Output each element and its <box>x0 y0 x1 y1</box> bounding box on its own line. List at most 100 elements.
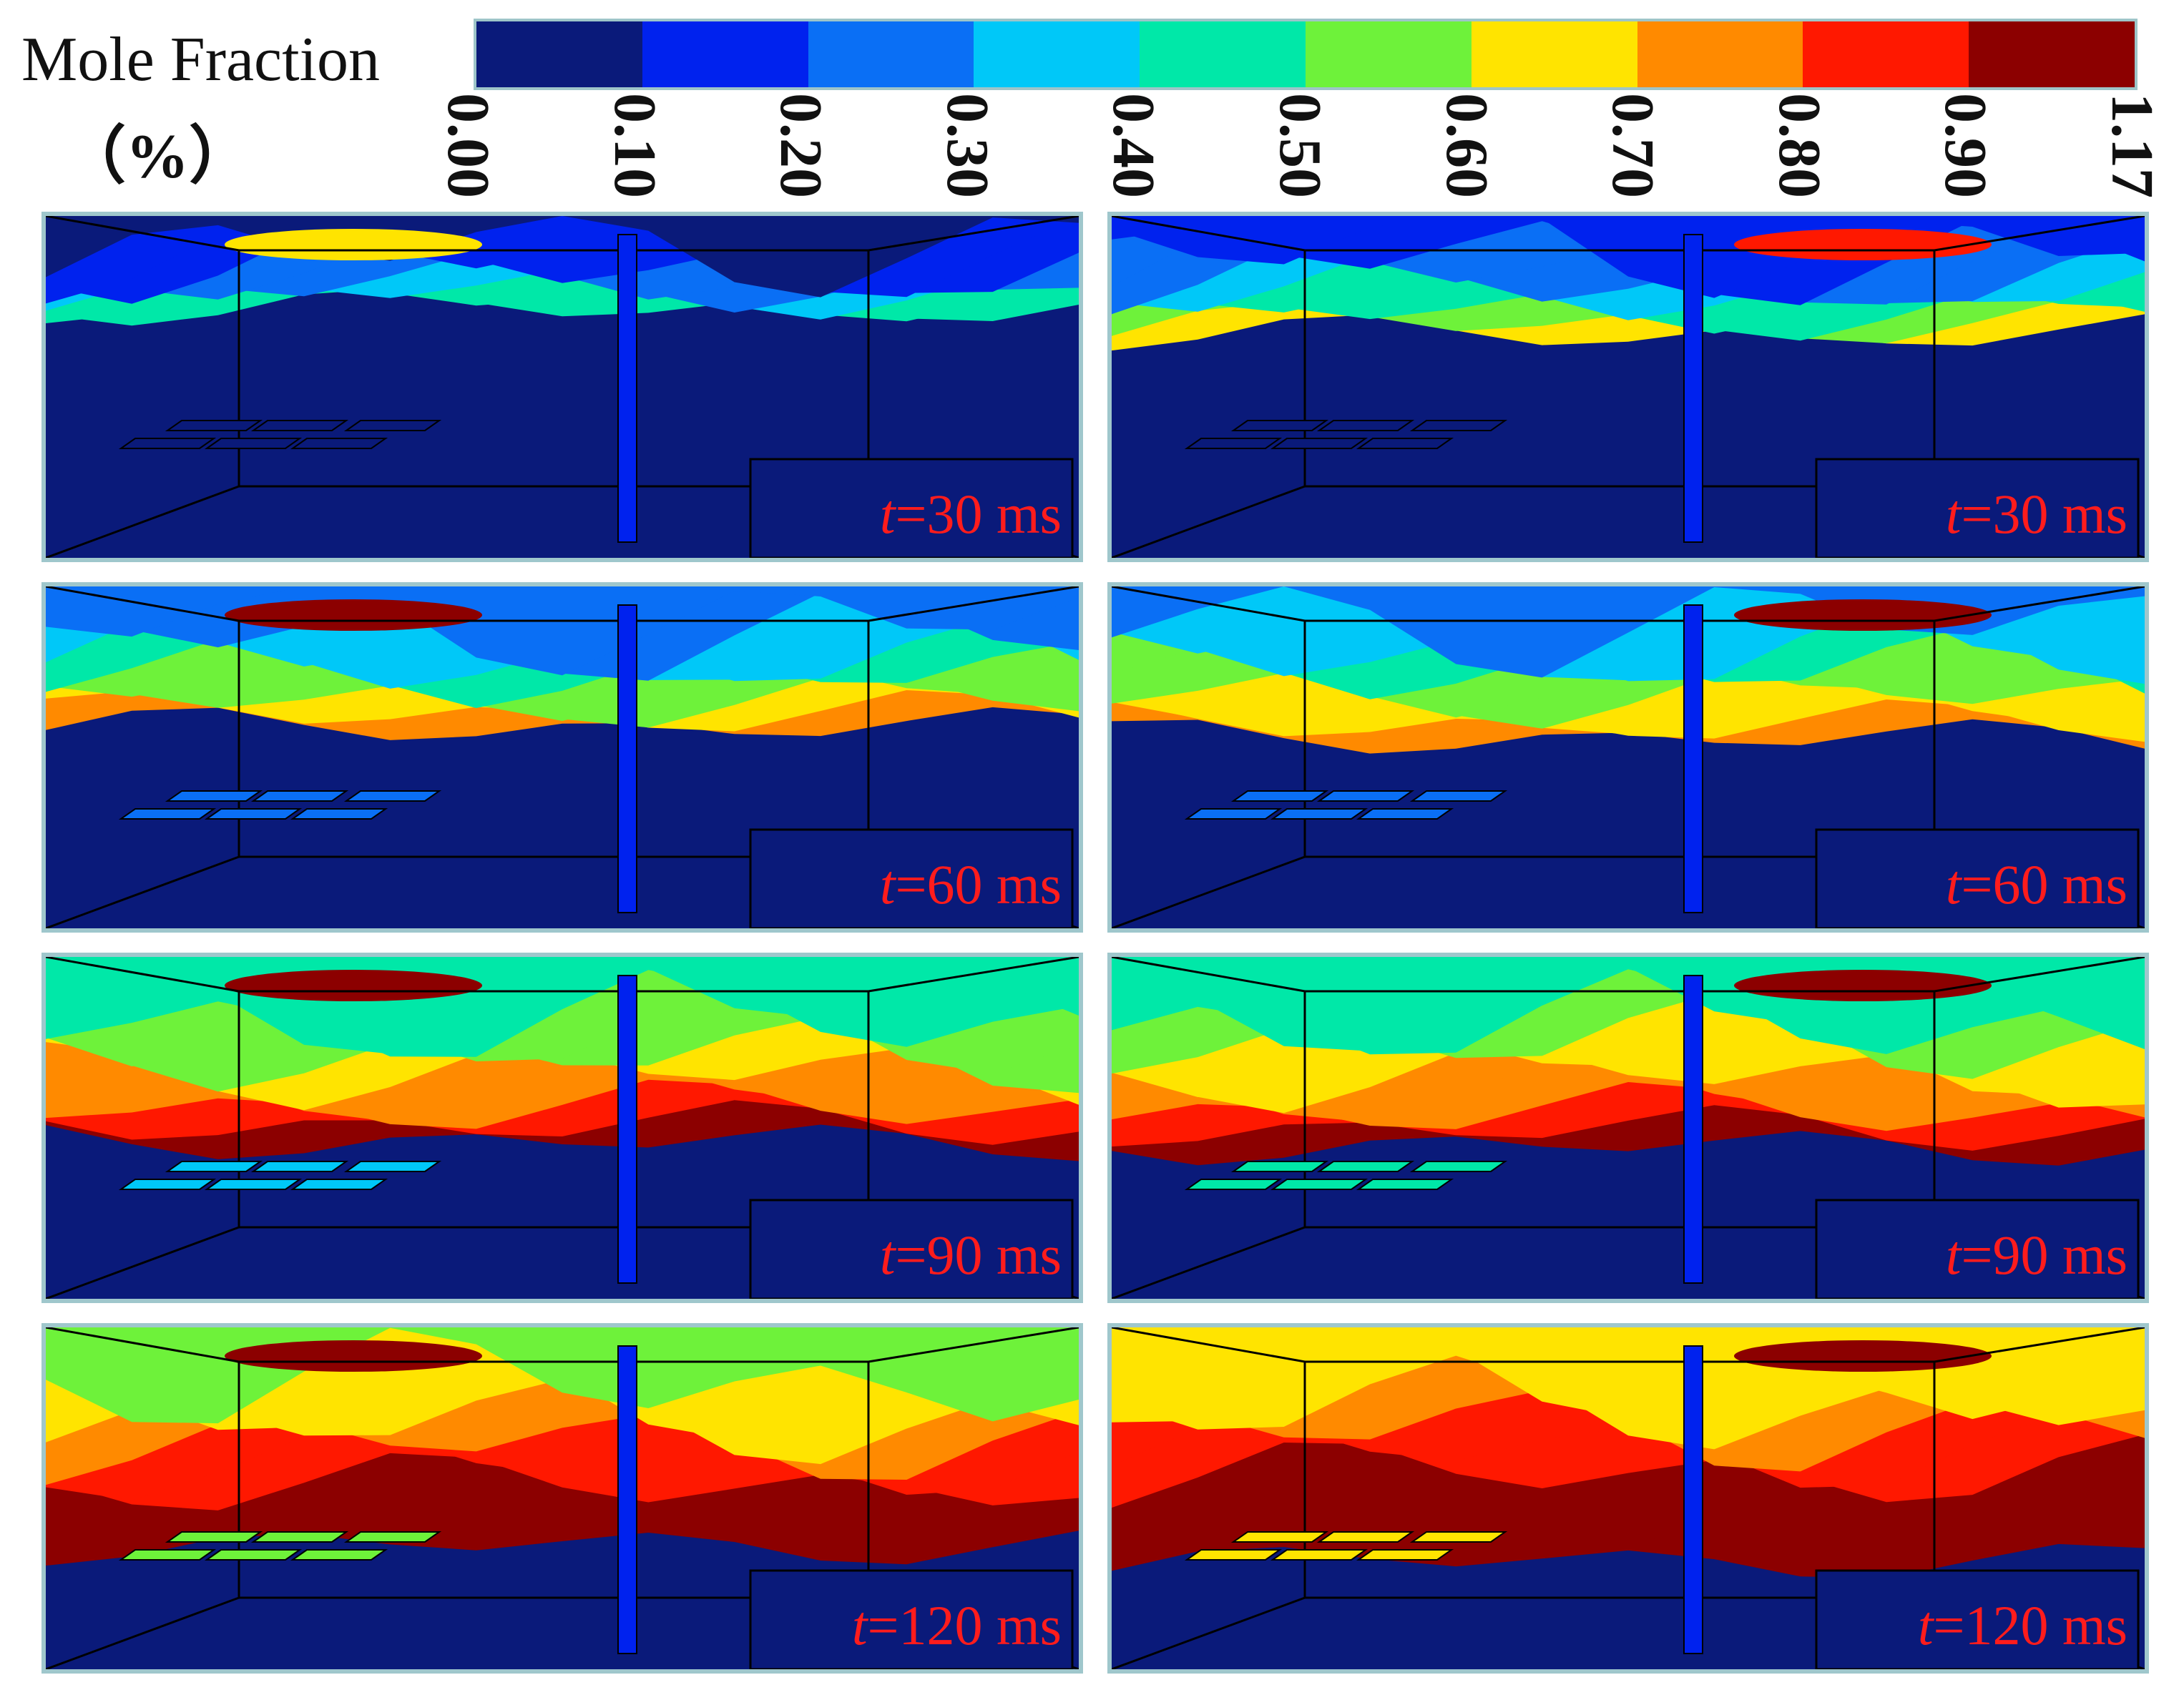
room-edge <box>238 250 870 488</box>
desk <box>1409 1161 1508 1172</box>
concentration-core <box>225 1340 482 1372</box>
time-value: =90 ms <box>1961 1224 2127 1286</box>
time-variable: t <box>1945 483 1962 545</box>
room-edge <box>46 855 240 928</box>
time-variable: t <box>879 853 896 915</box>
contour-panel: t=60 ms <box>41 582 1083 933</box>
contour-band <box>46 586 1079 676</box>
time-value: =30 ms <box>1961 483 2127 545</box>
desk <box>1184 808 1283 820</box>
colorbar-tick-label: 0.60 <box>1433 93 1500 198</box>
room-edge <box>1112 957 2145 993</box>
time-value: =120 ms <box>867 1594 1062 1656</box>
time-label: t=60 ms <box>1946 857 2127 913</box>
desk <box>1356 808 1454 820</box>
time-variable: t <box>879 483 896 545</box>
colorbar-segment <box>1969 21 2135 87</box>
desk <box>204 1179 303 1190</box>
contour-panel: t=30 ms <box>1107 212 2149 562</box>
desk <box>290 438 388 449</box>
contour-plot <box>46 586 1079 928</box>
contour-plot <box>46 957 1079 1299</box>
desk <box>1270 808 1368 820</box>
desk <box>1270 1549 1368 1561</box>
contour-panel: t=120 ms <box>1107 1323 2149 1674</box>
room-edge <box>1112 485 1306 558</box>
partition-wall <box>617 604 637 913</box>
colorbar-tick-label: 0.10 <box>601 93 668 198</box>
room-edge <box>1112 216 2145 252</box>
front-block <box>1815 1569 2140 1669</box>
room-edge <box>1303 250 1936 488</box>
time-label: t=30 ms <box>880 486 1062 542</box>
concentration-core <box>225 599 482 631</box>
partition-wall <box>617 1345 637 1654</box>
colorbar-segment <box>1803 21 1969 87</box>
contour-panel: t=60 ms <box>1107 582 2149 933</box>
desk <box>118 1179 217 1190</box>
desk <box>1270 438 1368 449</box>
desk <box>1184 1179 1283 1190</box>
concentration-core <box>1734 599 1992 631</box>
colorbar-segment <box>1305 21 1471 87</box>
time-variable: t <box>1917 1594 1934 1656</box>
colorbar-segment <box>642 21 808 87</box>
desk <box>290 1179 388 1190</box>
time-variable: t <box>879 1224 896 1286</box>
colorbar-tick-label: 0.50 <box>1267 93 1333 198</box>
colorbar-tick-label: 0.40 <box>1100 93 1167 198</box>
time-value: =120 ms <box>1933 1594 2127 1656</box>
desk <box>165 1531 263 1543</box>
partition-wall <box>1683 604 1703 913</box>
desk <box>290 808 388 820</box>
desk <box>118 808 217 820</box>
time-label: t=120 ms <box>852 1598 1062 1654</box>
time-value: =30 ms <box>895 483 1062 545</box>
contour-plot <box>1112 957 2145 1299</box>
desk <box>1316 420 1415 431</box>
desk <box>1409 790 1508 802</box>
colorbar <box>474 19 2138 90</box>
colorbar-segment <box>1637 21 1803 87</box>
contour-plot <box>1112 586 2145 928</box>
contour-plot <box>46 1327 1079 1669</box>
front-block <box>749 1569 1074 1669</box>
colorbar-segment <box>808 21 974 87</box>
desk <box>1230 1531 1329 1543</box>
time-label: t=30 ms <box>1946 486 2127 542</box>
contour-panel: t=30 ms <box>41 212 1083 562</box>
desk <box>1356 1179 1454 1190</box>
room-edge <box>1303 1362 1936 1599</box>
time-label: t=90 ms <box>1946 1227 2127 1283</box>
desk <box>1316 1161 1415 1172</box>
desk <box>1184 1549 1283 1561</box>
front-block <box>749 458 1074 558</box>
front-block <box>749 1199 1074 1299</box>
partition-wall <box>1683 234 1703 543</box>
contour-band <box>1112 216 2145 298</box>
partition-wall <box>617 975 637 1284</box>
desk <box>1409 420 1508 431</box>
desk <box>1184 438 1283 449</box>
contour-panel: t=90 ms <box>1107 953 2149 1303</box>
room-edge <box>1303 991 1936 1229</box>
room-edge <box>46 586 1079 622</box>
room-edge <box>1112 1327 2145 1363</box>
desk <box>250 420 349 431</box>
desk <box>1316 1531 1415 1543</box>
front-block <box>1815 458 2140 558</box>
colorbar-tick-label: 0.70 <box>1600 93 1667 198</box>
room-edge <box>46 1327 1079 1363</box>
concentration-core <box>1734 970 1992 1001</box>
legend-unit: （%） <box>63 122 253 192</box>
room-edge <box>1303 621 1936 858</box>
contour-plot <box>46 216 1079 558</box>
concentration-core <box>1734 1340 1992 1372</box>
contour-plot <box>1112 1327 2145 1669</box>
desk <box>343 420 442 431</box>
colorbar-segment <box>974 21 1140 87</box>
room-edge <box>46 1226 240 1299</box>
room-edge <box>46 957 1079 993</box>
time-label: t=60 ms <box>880 857 1062 913</box>
desk <box>250 1531 349 1543</box>
